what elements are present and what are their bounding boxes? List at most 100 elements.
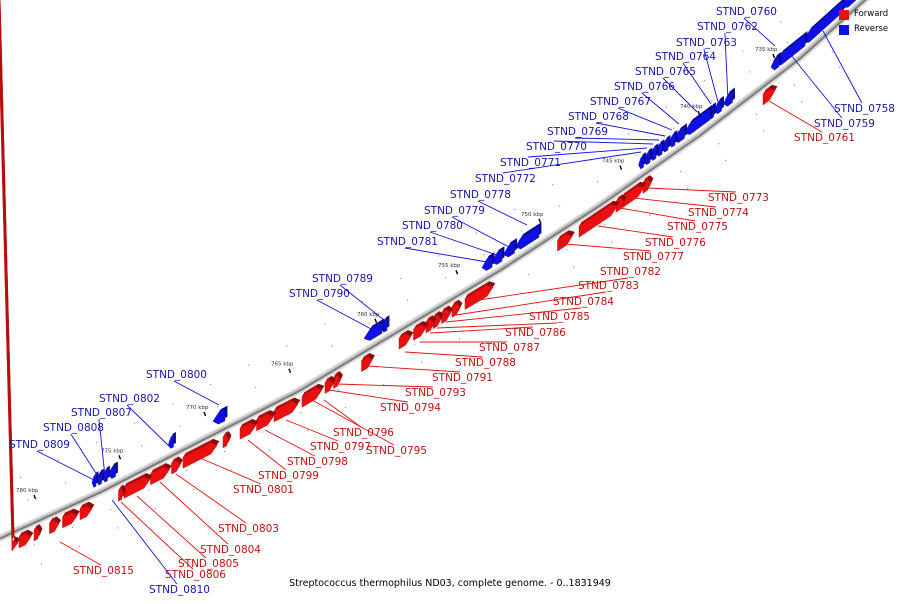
gene-label-stnd-0803[interactable]: STND_0803: [218, 523, 279, 535]
gene-unlabeled-5-arrow[interactable]: [841, 0, 864, 8]
gene-STND_0797-arrow[interactable]: [256, 410, 276, 432]
gene-STND_0794-arrow[interactable]: [324, 375, 336, 394]
gene-label-stnd-0772[interactable]: STND_0772: [475, 173, 536, 185]
gene-STND_0787-arrow[interactable]: [413, 321, 429, 341]
gene-label-stnd-0776[interactable]: STND_0776: [645, 237, 706, 249]
gene-label-stnd-0790[interactable]: STND_0790: [289, 288, 350, 300]
gene-label-stnd-0778[interactable]: STND_0778: [450, 189, 511, 201]
gene-label-stnd-0808[interactable]: STND_0808: [43, 422, 104, 434]
gene-label-stnd-0802[interactable]: STND_0802: [99, 393, 160, 405]
gene-label-stnd-0801[interactable]: STND_0801: [233, 484, 294, 496]
gene-label-stnd-0807[interactable]: STND_0807: [71, 407, 132, 419]
gene-STND_0765-arrow[interactable]: [683, 104, 713, 135]
gene-STND_0761-arrow[interactable]: [762, 84, 778, 106]
gene-STND_0776-arrow[interactable]: [578, 200, 620, 238]
gene-STND_0800-arrow[interactable]: [212, 405, 228, 425]
gene-label-stnd-0781[interactable]: STND_0781: [377, 236, 438, 248]
gene-STND_0786-arrow[interactable]: [425, 315, 437, 334]
gene-label-stnd-0784[interactable]: STND_0784: [553, 296, 614, 308]
gene-STND_0798-arrow[interactable]: [239, 419, 259, 440]
gene-STND_0782-arrow[interactable]: [464, 281, 496, 310]
gene-STND_0801-arrow[interactable]: [182, 438, 220, 469]
gene-label-stnd-0770[interactable]: STND_0770: [526, 141, 587, 153]
gene-label-stnd-0758[interactable]: STND_0758: [834, 103, 895, 115]
gene-STND_0802-arrow[interactable]: [168, 432, 176, 449]
gene-label-stnd-0798[interactable]: STND_0798: [287, 456, 348, 468]
leader-line: [59, 541, 102, 566]
gene-STND_0805-arrow[interactable]: [123, 473, 153, 499]
gene-STND_0804-arrow[interactable]: [150, 463, 172, 486]
gene-label-stnd-0769[interactable]: STND_0769: [547, 126, 608, 138]
gene-label-stnd-0760[interactable]: STND_0760: [716, 6, 777, 18]
gene-label-stnd-0794[interactable]: STND_0794: [380, 402, 441, 414]
gene-label-stnd-0759[interactable]: STND_0759: [814, 118, 875, 130]
gene-STND_0773-arrow[interactable]: [642, 175, 654, 194]
gene-STND_0795-arrow[interactable]: [301, 383, 325, 408]
gene-label-stnd-0779[interactable]: STND_0779: [424, 205, 485, 217]
gene-label-stnd-0768[interactable]: STND_0768: [568, 111, 629, 123]
gene-STND_0775-arrow[interactable]: [615, 194, 627, 213]
gene-label-stnd-0796[interactable]: STND_0796: [333, 427, 394, 439]
gene-unlabeled-0-arrow[interactable]: [0, 0, 21, 552]
gene-STND_0799-arrow[interactable]: [222, 431, 232, 449]
gene-label-stnd-0775[interactable]: STND_0775: [667, 221, 728, 233]
gene-STND_0772-arrow[interactable]: [638, 152, 646, 170]
gene-label-stnd-0783[interactable]: STND_0783: [578, 280, 639, 292]
gene-STND_0777-arrow[interactable]: [557, 230, 575, 252]
gene-label-stnd-0810[interactable]: STND_0810: [149, 584, 210, 596]
gene-label-stnd-0795[interactable]: STND_0795: [366, 445, 427, 457]
gene-label-stnd-0774[interactable]: STND_0774: [688, 207, 749, 219]
gene-STND_0793-arrow[interactable]: [333, 371, 343, 389]
gene-label-stnd-0805[interactable]: STND_0805: [178, 558, 239, 570]
gene-unlabeled-1-arrow[interactable]: [18, 529, 34, 549]
gene-unlabeled-2-arrow[interactable]: [33, 524, 43, 542]
gene-STND_0815-arrow[interactable]: [62, 508, 80, 529]
gene-STND_0762-arrow[interactable]: [723, 87, 735, 107]
gene-label-stnd-0777[interactable]: STND_0777: [623, 251, 684, 263]
gene-label-stnd-0788[interactable]: STND_0788: [455, 357, 516, 369]
gene-label-stnd-0762[interactable]: STND_0762: [697, 21, 758, 33]
gene-STND_0809-arrow[interactable]: [91, 471, 99, 488]
gene-label-stnd-0799[interactable]: STND_0799: [258, 470, 319, 482]
gene-label-stnd-0780[interactable]: STND_0780: [402, 220, 463, 232]
gene-label-stnd-0797[interactable]: STND_0797: [310, 441, 371, 453]
gene-label-stnd-0766[interactable]: STND_0766: [614, 81, 675, 93]
gene-STND_0796-arrow[interactable]: [273, 397, 301, 423]
gene-label-stnd-0791[interactable]: STND_0791: [432, 372, 493, 384]
gene-unlabeled-4-arrow[interactable]: [79, 501, 95, 521]
gene-label-stnd-0773[interactable]: STND_0773: [708, 192, 769, 204]
gene-STND_0806-arrow[interactable]: [118, 484, 126, 502]
gene-label-stnd-0764[interactable]: STND_0764: [655, 51, 716, 63]
gene-label-stnd-0806[interactable]: STND_0806: [165, 569, 226, 581]
gene-STND_0774-arrow[interactable]: [621, 181, 647, 209]
tick-mark: [288, 368, 292, 373]
gene-label-stnd-0787[interactable]: STND_0787: [479, 342, 540, 354]
gene-label-stnd-0767[interactable]: STND_0767: [590, 96, 651, 108]
gene-STND_0760-arrow[interactable]: [770, 51, 782, 71]
gene-label-stnd-0782[interactable]: STND_0782: [600, 266, 661, 278]
gene-label-stnd-0789[interactable]: STND_0789: [312, 273, 373, 285]
gene-STND_0783-arrow[interactable]: [451, 299, 463, 318]
leader-line: [120, 501, 194, 570]
gene-label-stnd-0765[interactable]: STND_0765: [635, 66, 696, 78]
gene-label-stnd-0809[interactable]: STND_0809: [9, 439, 70, 451]
gene-STND_0810-arrow[interactable]: [108, 461, 118, 479]
gene-unlabeled-3-arrow[interactable]: [49, 516, 61, 535]
gene-label-stnd-0793[interactable]: STND_0793: [405, 387, 466, 399]
gene-label-stnd-0804[interactable]: STND_0804: [200, 544, 261, 556]
gene-label-stnd-0800[interactable]: STND_0800: [146, 369, 207, 381]
gene-label-stnd-0786[interactable]: STND_0786: [505, 327, 566, 339]
gene-STND_0788-arrow[interactable]: [398, 330, 414, 350]
gene-STND_0784-arrow[interactable]: [441, 305, 453, 325]
leader-line: [339, 284, 385, 321]
gene-STND_0779-arrow[interactable]: [503, 238, 517, 258]
gene-label-stnd-0763[interactable]: STND_0763: [676, 37, 737, 49]
gene-label-stnd-0785[interactable]: STND_0785: [529, 311, 590, 323]
gene-STND_0791-arrow[interactable]: [361, 353, 375, 373]
gene-label-stnd-0761[interactable]: STND_0761: [794, 132, 855, 144]
gene-label-stnd-0771[interactable]: STND_0771: [500, 157, 561, 169]
gene-label-stnd-0815[interactable]: STND_0815: [73, 565, 134, 577]
gene-STND_0763-arrow[interactable]: [714, 95, 724, 115]
gene-STND_0778-arrow[interactable]: [514, 222, 542, 250]
gene-STND_0803-arrow[interactable]: [171, 456, 183, 475]
